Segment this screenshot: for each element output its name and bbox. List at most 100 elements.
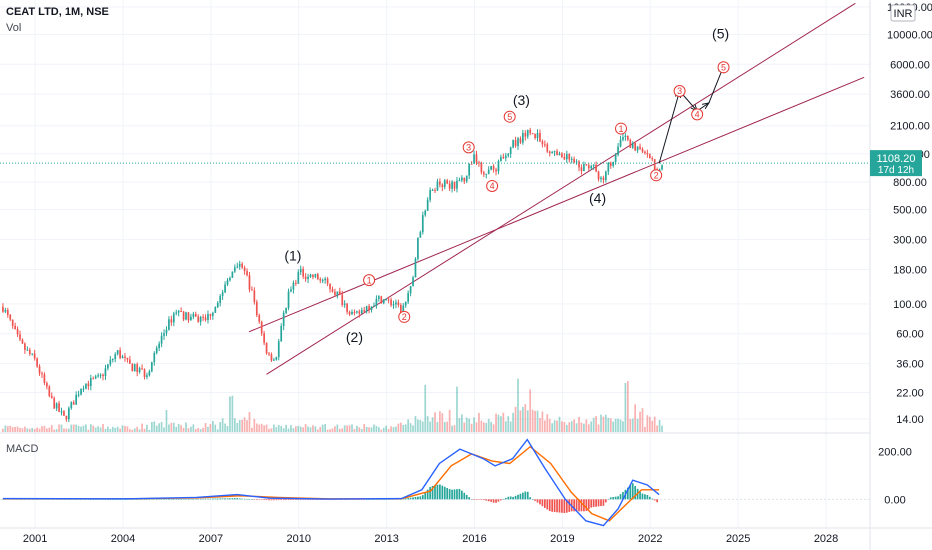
candle-body xyxy=(253,290,256,303)
wave-label[interactable]: (5) xyxy=(712,26,729,42)
volume-bar xyxy=(150,422,153,432)
macd-histogram-bar xyxy=(204,498,207,500)
candle-body xyxy=(14,325,16,330)
macd-histogram-bar xyxy=(497,499,500,502)
candle-body xyxy=(21,339,24,344)
candle-body xyxy=(187,312,190,321)
wave-label[interactable]: (4) xyxy=(589,190,606,206)
volume-bar xyxy=(133,428,136,432)
macd-signal-line[interactable] xyxy=(2,445,660,522)
volume-bar xyxy=(233,418,236,432)
sub-wave-marker[interactable] xyxy=(615,122,628,135)
macd-histogram-bar xyxy=(475,499,478,500)
candle-body xyxy=(168,319,170,330)
volume-bar xyxy=(53,429,56,432)
price-tick-label: 10000.00 xyxy=(887,29,932,41)
candle-body xyxy=(387,299,390,301)
candle-body xyxy=(292,282,295,290)
sub-wave-marker[interactable] xyxy=(717,61,730,74)
wave-label[interactable]: (3) xyxy=(513,92,530,108)
candle-body xyxy=(102,374,104,377)
macd-histogram-bar xyxy=(312,499,314,500)
candle-body xyxy=(456,180,458,189)
candle-body xyxy=(248,275,251,290)
candle-body xyxy=(409,286,412,294)
price-tick-label: 14.00 xyxy=(896,414,924,426)
macd-line[interactable] xyxy=(2,438,660,527)
macd-histogram-bar xyxy=(458,488,461,500)
macd-histogram-bar xyxy=(404,498,407,500)
volume-bar xyxy=(626,381,629,432)
candle-body xyxy=(465,175,468,182)
macd-histogram-bar xyxy=(107,499,109,500)
channel-line-lower[interactable] xyxy=(248,76,865,333)
volume-bar xyxy=(397,423,400,432)
price-tick-label: 180.00 xyxy=(893,264,927,276)
macd-histogram-bar xyxy=(255,499,258,500)
sub-wave-marker[interactable] xyxy=(486,179,499,192)
volume-bar xyxy=(529,389,532,432)
channel-line-upper[interactable] xyxy=(266,2,856,375)
sub-wave-marker[interactable] xyxy=(398,310,411,323)
volume-bar xyxy=(512,412,514,432)
sub-wave-marker[interactable] xyxy=(650,169,663,182)
wave-label[interactable]: (1) xyxy=(284,247,301,263)
sub-wave-marker[interactable] xyxy=(363,274,376,287)
macd-histogram-bar xyxy=(529,497,532,500)
candle-body xyxy=(348,311,351,315)
volume-bar xyxy=(509,421,512,432)
candle-body xyxy=(431,189,434,191)
macd-histogram-bar xyxy=(251,499,253,500)
sub-wave-marker[interactable] xyxy=(462,141,475,154)
volume-bar xyxy=(534,410,536,432)
volume-bar xyxy=(197,427,200,432)
candle-body xyxy=(65,415,68,420)
volume-bars xyxy=(2,378,663,432)
volume-label[interactable]: Vol xyxy=(6,22,22,34)
projection-segment[interactable] xyxy=(658,90,681,164)
macd-histogram-bar xyxy=(605,499,607,503)
volume-bar xyxy=(500,416,502,432)
volume-bar xyxy=(453,425,456,432)
candle-body xyxy=(160,335,163,344)
macd-histogram-bar xyxy=(241,498,244,500)
macd-histogram-bar xyxy=(436,484,439,500)
candle-body xyxy=(551,152,554,154)
volume-bar xyxy=(241,419,244,432)
candle-body xyxy=(111,358,114,360)
macd-axis[interactable]: 200.00 0.00 xyxy=(878,447,912,507)
wave-label[interactable]: (2) xyxy=(346,329,363,345)
macd-histogram-bar xyxy=(226,498,229,500)
volume-bar xyxy=(443,422,446,432)
sub-wave-marker[interactable] xyxy=(691,108,704,121)
sub-wave-label: 5 xyxy=(507,112,512,122)
volume-bar xyxy=(190,426,192,432)
candle-body xyxy=(265,342,268,354)
symbol-title[interactable]: CEAT LTD, 1M, NSE xyxy=(6,6,109,18)
candle-body xyxy=(136,364,139,372)
macd-histogram-bar xyxy=(478,499,480,500)
volume-bar xyxy=(204,423,207,432)
volume-bar xyxy=(21,428,24,432)
macd-histogram-bar xyxy=(402,498,405,500)
candle-body xyxy=(226,280,229,285)
currency-badge[interactable]: INR xyxy=(890,4,916,22)
macd-histogram-bar xyxy=(114,499,117,500)
volume-bar xyxy=(199,429,202,432)
volume-bar xyxy=(287,428,290,432)
volume-bar xyxy=(231,395,234,432)
volume-bar xyxy=(126,426,129,432)
macd-histogram-bar xyxy=(219,498,222,500)
volume-bar xyxy=(180,425,182,432)
sub-wave-marker[interactable] xyxy=(673,85,686,98)
volume-bar xyxy=(424,384,427,432)
sub-wave-marker[interactable] xyxy=(503,110,516,123)
macd-histogram-bar xyxy=(453,489,456,500)
time-axis[interactable]: 2001 2004 2007 2010 2013 2016 2019 2022 2025 2028 xyxy=(23,533,838,545)
macd-histogram-bar xyxy=(243,498,246,500)
volume-bar xyxy=(26,428,29,432)
price-axis[interactable]: 16000.0010000.006000.003600.002100.00130… xyxy=(887,2,932,426)
macd-histogram-bar xyxy=(456,489,458,500)
macd-label[interactable]: MACD xyxy=(6,443,39,455)
